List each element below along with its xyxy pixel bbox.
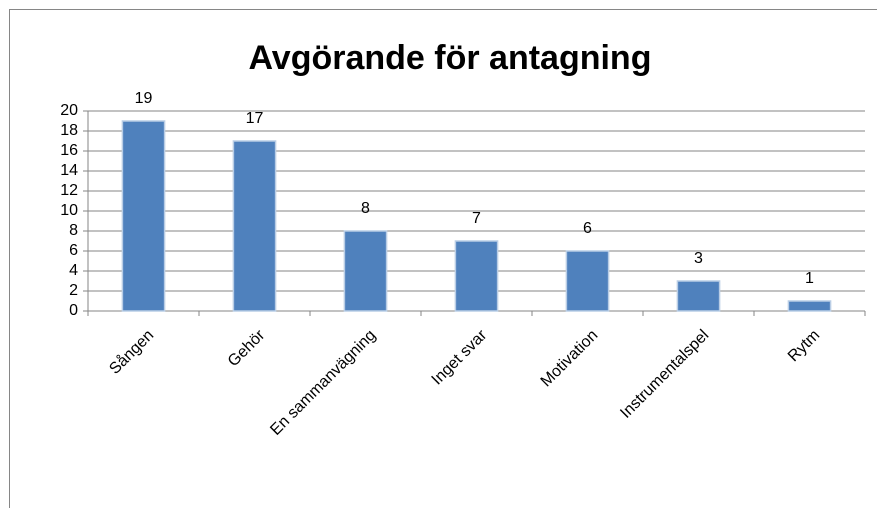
bar bbox=[121, 120, 166, 312]
y-tick-label: 16 bbox=[60, 142, 78, 159]
data-label: 3 bbox=[694, 250, 703, 267]
data-label: 17 bbox=[246, 110, 264, 127]
y-tick-label: 14 bbox=[60, 162, 78, 179]
chart-title: Avgörande för antagning bbox=[249, 39, 652, 77]
y-tick-label: 12 bbox=[60, 182, 78, 199]
data-label: 19 bbox=[135, 90, 153, 107]
y-tick-label: 8 bbox=[69, 222, 78, 239]
bar bbox=[343, 230, 388, 312]
y-tick-label: 4 bbox=[69, 262, 78, 279]
y-tick-label: 20 bbox=[60, 102, 78, 119]
data-label: 8 bbox=[361, 200, 370, 217]
y-tick-label: 6 bbox=[69, 242, 78, 259]
bar bbox=[454, 240, 499, 312]
data-label: 1 bbox=[805, 270, 814, 287]
y-tick-label: 18 bbox=[60, 122, 78, 139]
bar bbox=[676, 280, 721, 312]
bar bbox=[787, 300, 832, 312]
data-label: 6 bbox=[583, 220, 592, 237]
data-label: 7 bbox=[472, 210, 481, 227]
y-tick-label: 10 bbox=[60, 202, 78, 219]
y-tick-label: 0 bbox=[69, 302, 78, 319]
bar bbox=[565, 250, 610, 312]
y-tick-label: 2 bbox=[69, 282, 78, 299]
bar bbox=[232, 140, 277, 312]
